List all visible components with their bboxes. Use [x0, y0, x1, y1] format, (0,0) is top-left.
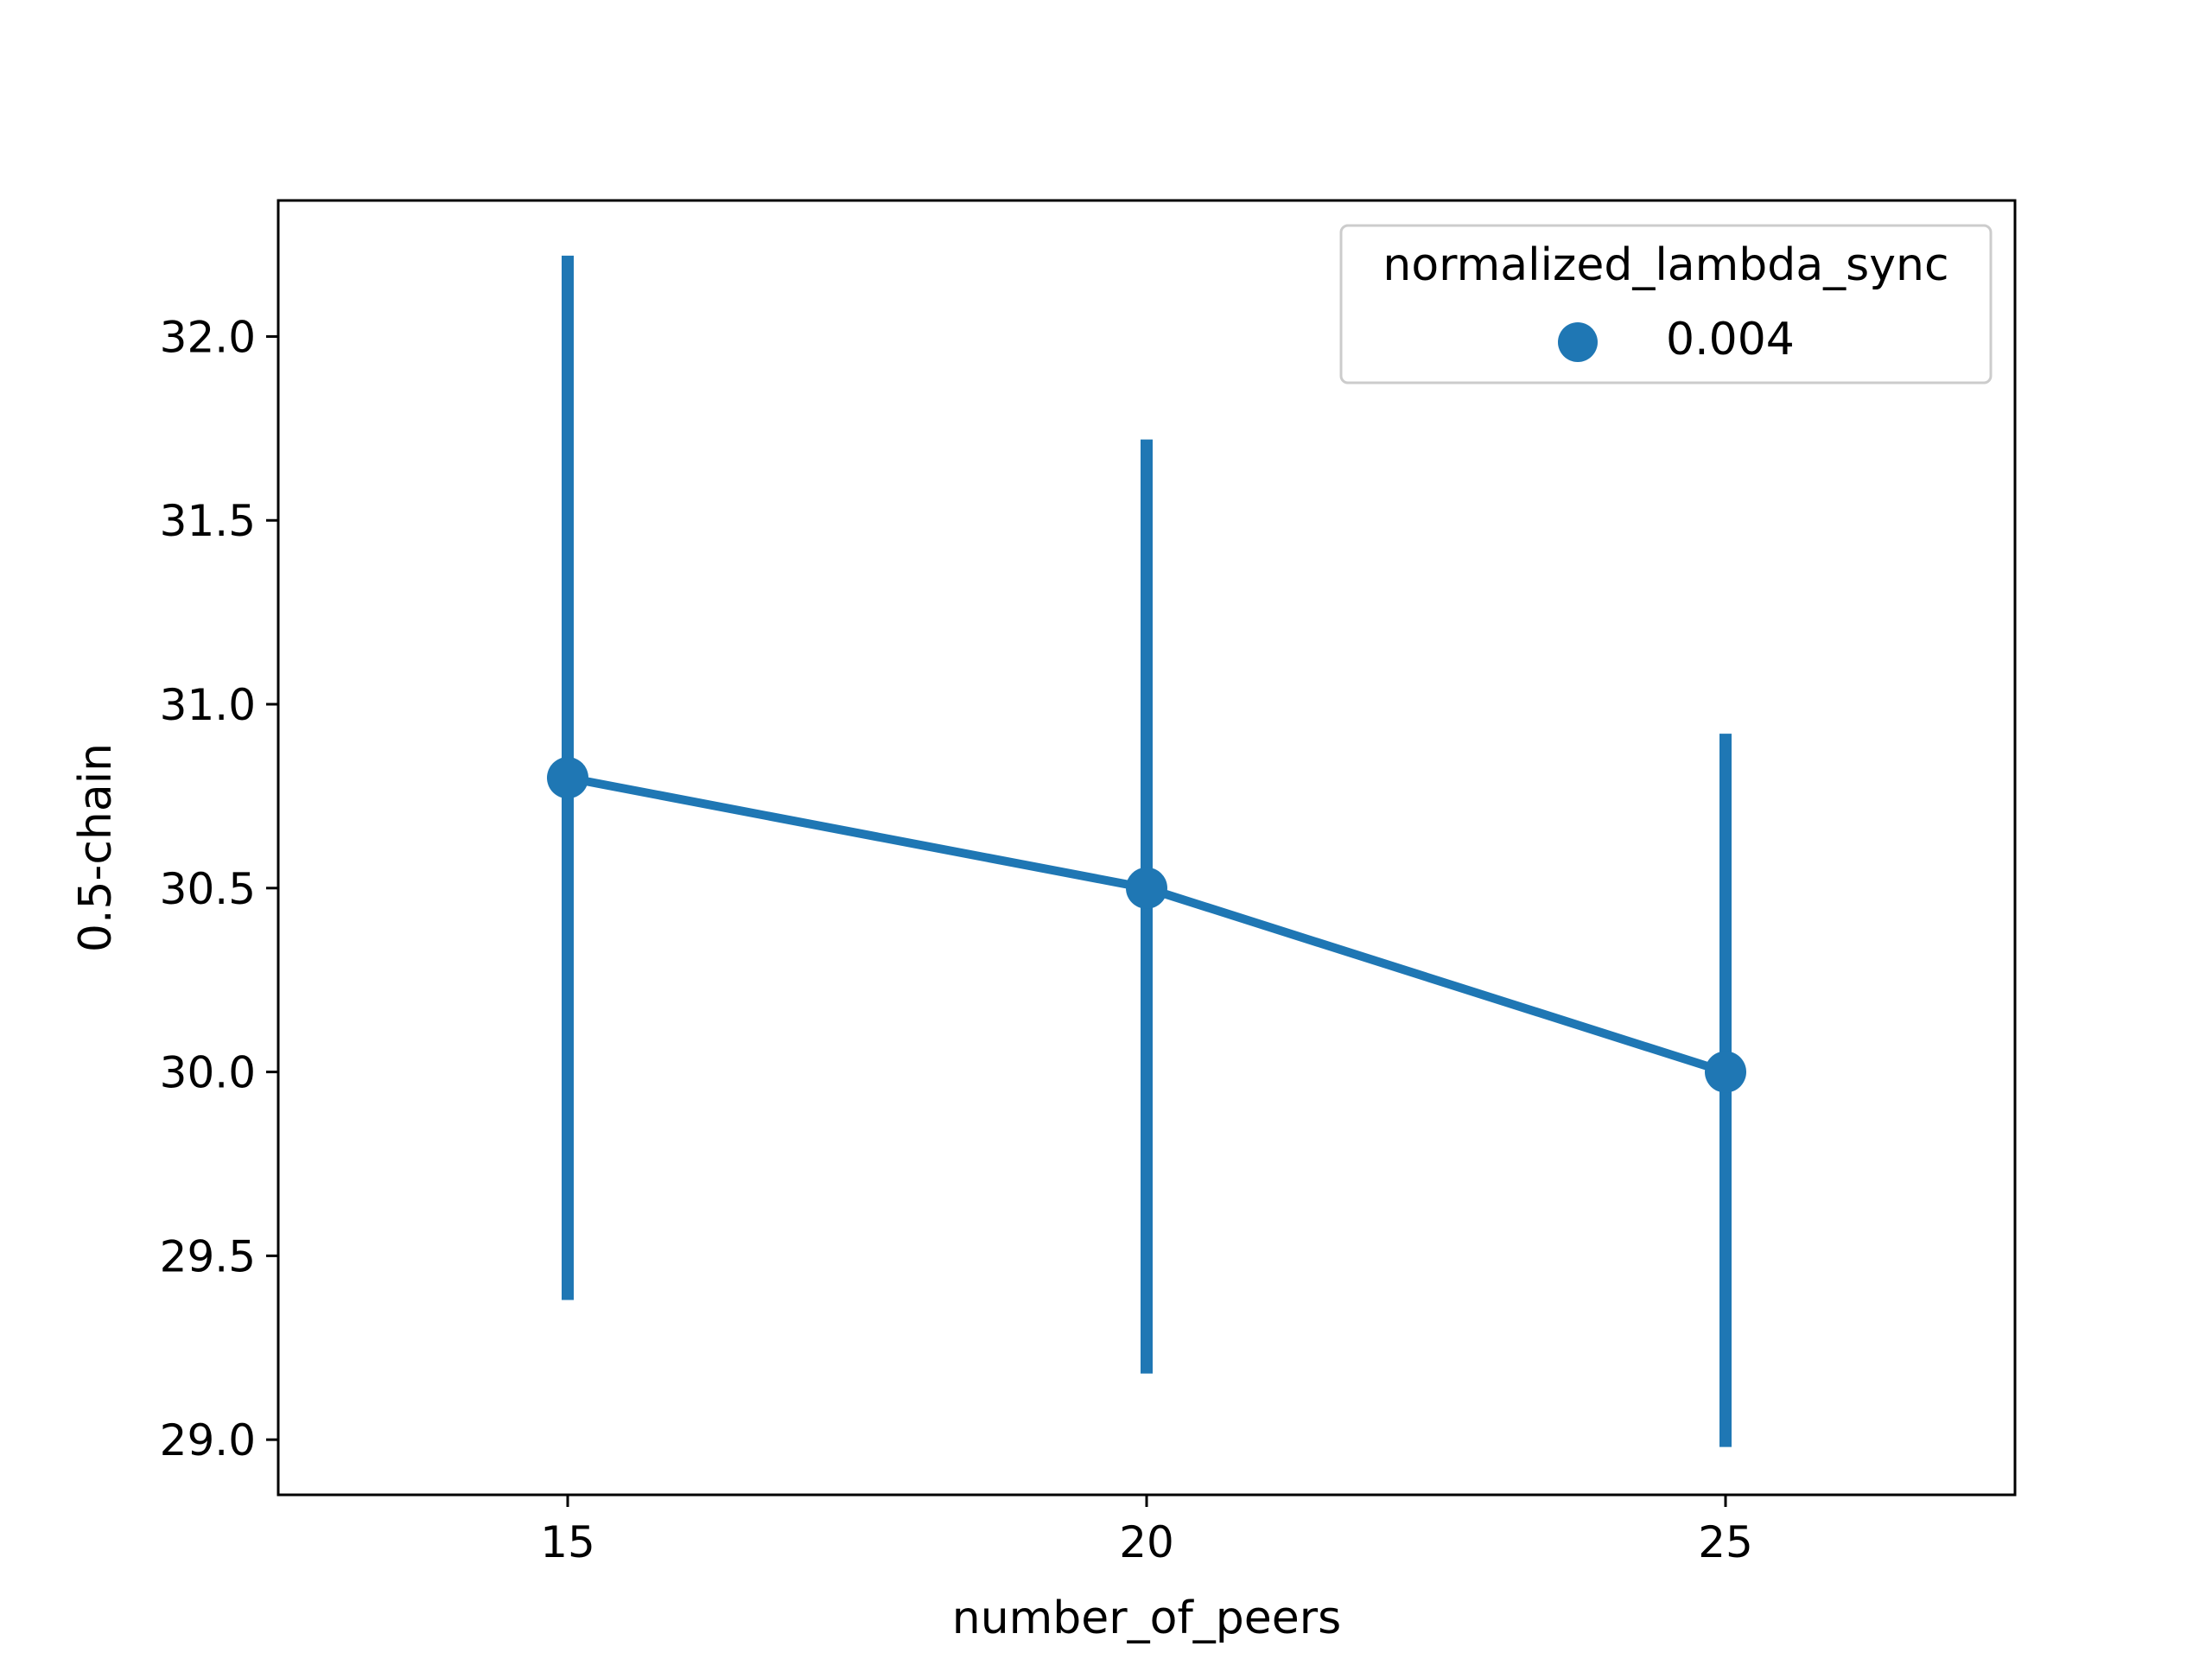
- y-tick-label: 29.5: [160, 1231, 256, 1281]
- y-tick-label: 30.5: [160, 864, 256, 914]
- y-tick-label: 29.0: [160, 1415, 256, 1465]
- legend-box: [1339, 224, 1993, 385]
- y-tick-label: 30.0: [160, 1048, 256, 1098]
- x-tick-label: 20: [1119, 1517, 1174, 1567]
- x-axis-label: number_of_peers: [952, 1592, 1342, 1644]
- y-tick-label: 31.5: [160, 496, 256, 546]
- y-tick-label: 32.0: [160, 312, 256, 362]
- legend-entry-label: 0.004: [1666, 314, 1795, 365]
- y-tick-label: 31.0: [160, 680, 256, 730]
- y-axis: 29.0 29.5 30.0 30.5 31.0 31.5 32.0: [160, 312, 278, 1465]
- data-point: [547, 757, 588, 799]
- legend: normalized_lambda_sync 0.004: [1339, 224, 1993, 385]
- plot-area: [547, 255, 1746, 1447]
- data-point: [1705, 1051, 1746, 1093]
- y-axis-label: 0.5-chain: [70, 743, 122, 952]
- x-tick-label: 25: [1698, 1517, 1753, 1567]
- data-point: [1126, 867, 1167, 909]
- legend-marker: [1558, 322, 1598, 362]
- x-axis: 15 20 25: [540, 1495, 1753, 1567]
- x-tick-label: 15: [540, 1517, 595, 1567]
- legend-title: normalized_lambda_sync: [1382, 239, 1948, 291]
